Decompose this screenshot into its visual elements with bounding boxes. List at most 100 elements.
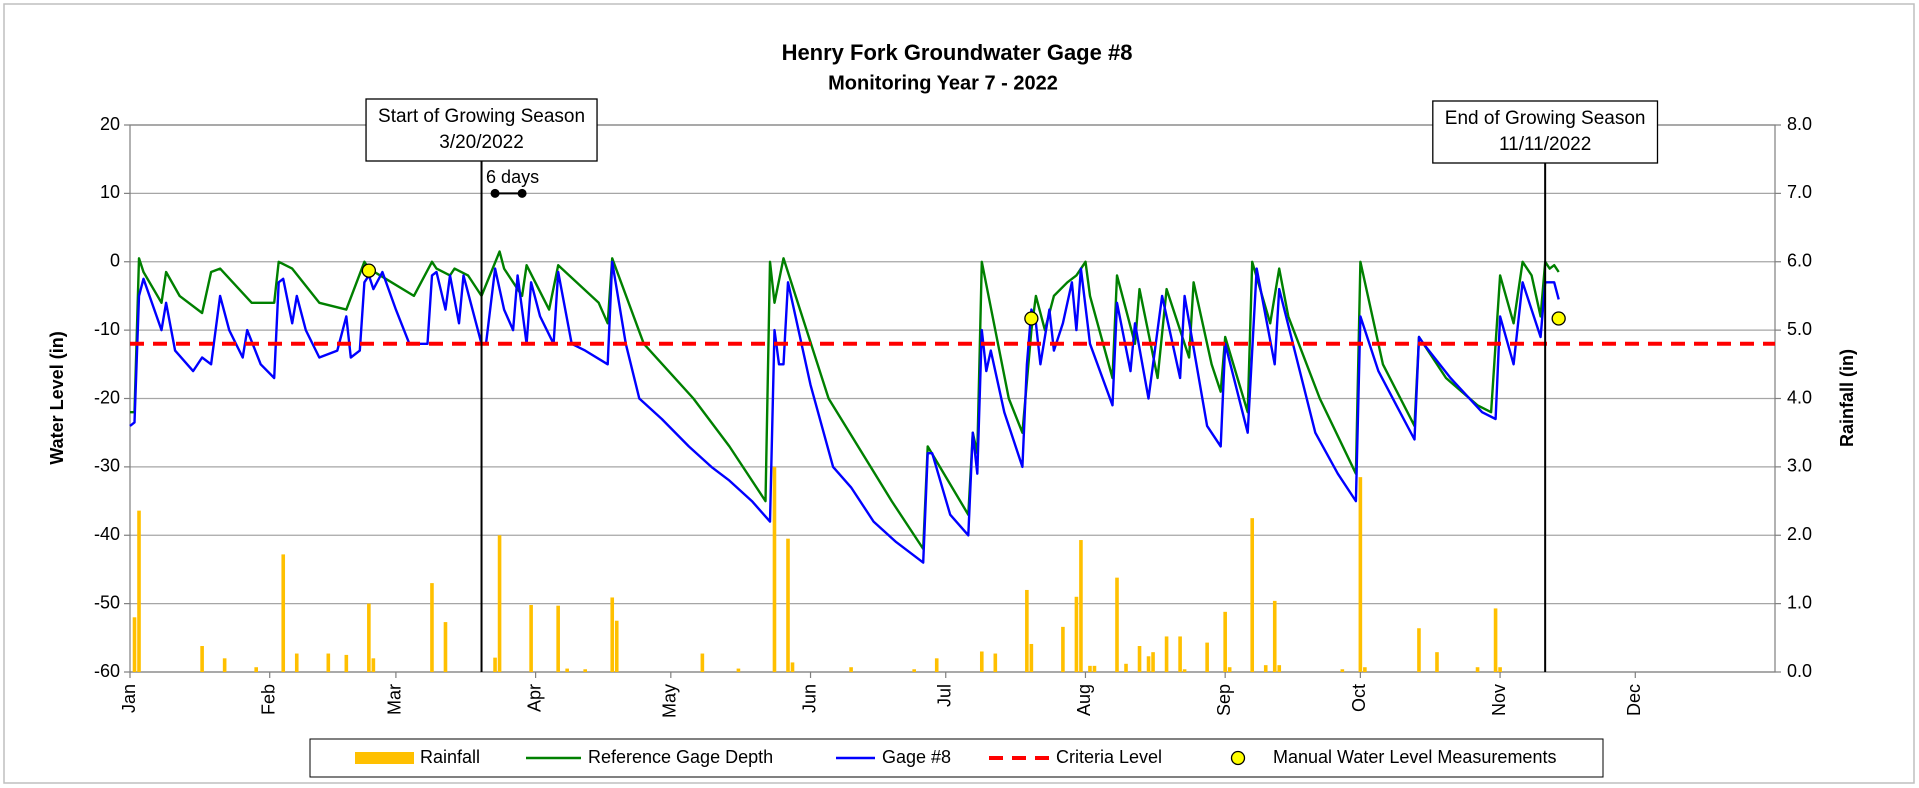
rain-bar — [443, 622, 448, 672]
legend-label: Rainfall — [420, 747, 480, 767]
y2-tick-label: 7.0 — [1787, 182, 1812, 202]
rain-bar — [1435, 652, 1439, 672]
x-tick-label: Feb — [258, 684, 278, 715]
y-tick-label: -10 — [94, 319, 120, 339]
x-tick-label: Mar — [385, 684, 405, 715]
annotation-box — [1432, 100, 1659, 164]
rain-bar — [1263, 665, 1268, 672]
y2-tick-label: 4.0 — [1787, 387, 1812, 407]
x-tick-label: Aug — [1074, 684, 1094, 716]
legend-swatch — [355, 752, 414, 764]
legend-swatch — [1230, 750, 1246, 766]
rain-bar — [790, 662, 795, 672]
rain-bar — [610, 597, 615, 672]
rain-bar — [1115, 577, 1119, 672]
rain-bar — [614, 620, 619, 672]
duration-label: 6 days — [486, 167, 539, 187]
y-tick-label: 20 — [100, 114, 120, 134]
x-tick-label: Oct — [1349, 684, 1369, 712]
annotation-text: 3/20/2022 — [439, 132, 524, 153]
rain-bar — [736, 668, 741, 672]
rain-bar — [912, 669, 916, 672]
manual-point — [361, 263, 377, 278]
x-tick-label: Apr — [524, 684, 544, 712]
rain-bar — [1277, 665, 1282, 672]
chart-title: Henry Fork Groundwater Gage #8 — [782, 40, 1133, 65]
rain-bar — [1137, 646, 1142, 672]
y2-tick-label: 2.0 — [1787, 524, 1812, 544]
y2-tick-label: 3.0 — [1787, 456, 1812, 476]
rain-bar — [1363, 667, 1367, 672]
x-tick-label: Sep — [1214, 684, 1234, 716]
rain-bar — [132, 617, 137, 672]
rain-bar — [254, 667, 258, 672]
annotation-text: 11/11/2022 — [1499, 134, 1591, 155]
x-tick-label: Dec — [1624, 684, 1644, 716]
rain-bar — [772, 466, 777, 672]
rain-bar — [1029, 643, 1034, 672]
y-tick-label: -60 — [94, 661, 120, 681]
y-axis-title: Water Level (in) — [47, 331, 67, 464]
y2-tick-label: 1.0 — [1787, 592, 1812, 612]
rain-bar — [294, 653, 299, 672]
x-tick-label: May — [660, 684, 680, 718]
legend-label: Manual Water Level Measurements — [1273, 747, 1556, 767]
legend-label: Criteria Level — [1056, 747, 1162, 767]
rain-bar — [979, 651, 984, 672]
legend-label: Gage #8 — [882, 747, 951, 767]
x-tick-label: Jun — [799, 684, 819, 713]
rain-bar — [1417, 628, 1421, 672]
rain-bar — [222, 658, 227, 672]
rain-bar — [1272, 600, 1277, 672]
chart-subtitle: Monitoring Year 7 - 2022 — [828, 72, 1058, 94]
y2-tick-label: 8.0 — [1787, 114, 1812, 134]
rain-bar — [1178, 636, 1182, 672]
rain-bar — [700, 653, 705, 672]
x-tick-label: Nov — [1489, 684, 1509, 716]
rain-bar — [1498, 667, 1502, 672]
rain-bar — [137, 510, 141, 672]
y-tick-label: -50 — [94, 592, 120, 612]
rain-bar — [565, 668, 569, 672]
series-line — [129, 260, 1560, 564]
x-tick-label: Jan — [119, 684, 139, 713]
rain-bar — [1340, 669, 1345, 672]
duration-end — [517, 188, 527, 198]
rain-bar — [371, 658, 376, 672]
legend-box — [309, 738, 1604, 778]
annotation-box — [365, 98, 598, 162]
rain-bar — [1250, 518, 1255, 672]
rain-bar — [1151, 652, 1155, 672]
rain-bar — [1146, 656, 1151, 672]
rain-bar — [1227, 667, 1232, 672]
rain-bar — [993, 653, 998, 672]
rain-bar — [786, 538, 790, 672]
rain-bar — [1164, 636, 1169, 672]
rain-bar — [281, 554, 286, 672]
rain-bar — [326, 653, 331, 672]
rain-bar — [1079, 540, 1083, 672]
rain-bar — [1493, 608, 1498, 672]
y2-axis-title: Rainfall (in) — [1837, 349, 1857, 447]
y-tick-label: 10 — [100, 182, 120, 202]
rain-bar — [200, 646, 204, 672]
rain-bar — [430, 583, 434, 672]
plot-frame — [129, 124, 1776, 673]
rain-bar — [1358, 477, 1363, 672]
rain-bar — [1124, 663, 1128, 672]
rain-bar — [1092, 665, 1097, 672]
rain-bar — [1025, 589, 1029, 672]
y-tick-label: -20 — [94, 387, 120, 407]
rain-bar — [344, 654, 349, 672]
duration-start — [490, 188, 500, 198]
annotation-text: Start of Growing Season — [378, 106, 585, 127]
rain-bar — [1088, 665, 1092, 672]
manual-point — [1551, 311, 1566, 326]
rain-bar — [556, 605, 560, 672]
y2-tick-label: 0.0 — [1787, 661, 1812, 681]
manual-point — [1024, 311, 1039, 326]
rain-bar — [493, 657, 497, 672]
y-tick-label: -40 — [94, 524, 120, 544]
y2-tick-label: 6.0 — [1787, 251, 1812, 271]
